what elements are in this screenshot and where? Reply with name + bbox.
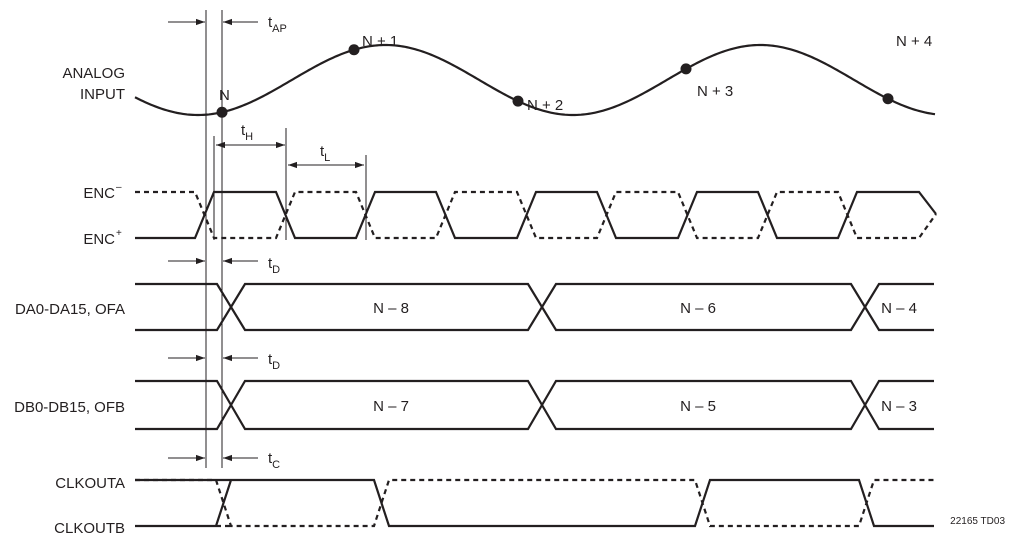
db-bus-label: DB0-DB15, OFB [14,399,125,416]
analog-input-label-line1: ANALOG [62,65,125,82]
sample-label-n-plus-1: N + 1 [362,33,398,50]
t-c-label: tC [268,450,280,471]
sample-label-n-plus-3: N + 3 [697,83,733,100]
t-d-b-label: tD [268,351,280,372]
enc-plus-waveform [135,190,937,240]
sample-label-n-plus-2: N + 2 [527,97,563,114]
clkoutb-label: CLKOUTB [54,520,125,537]
db-word-1: N – 7 [373,398,409,415]
t-d-a-label: tD [268,255,280,276]
clkouta-label: CLKOUTA [55,475,125,492]
sample-point-n-plus-1 [348,44,360,56]
enc-minus-superscript: – [116,182,122,193]
t-ap-label: tAP [268,14,287,35]
enc-minus-waveform [135,190,937,240]
sample-label-n: N [219,87,230,104]
sample-point-n-plus-3 [680,63,692,75]
clkouta-waveform [135,478,934,528]
t-l-label: tL [320,143,330,164]
da-word-1: N – 8 [373,300,409,317]
db-word-2: N – 5 [680,398,716,415]
da-bus-word-boundaries [135,282,934,332]
t-h-label: tH [241,122,253,143]
db-word-3: N – 3 [881,398,917,415]
enc-minus-label: ENC [83,185,115,202]
da-word-3: N – 4 [881,300,917,317]
enc-plus-superscript: + [116,228,122,239]
db-bus-word-boundaries [135,379,934,431]
sample-point-n-plus-4 [882,93,894,105]
enc-plus-label: ENC [83,231,115,248]
da-bus-label: DA0-DA15, OFA [15,301,125,318]
clkoutb-dashed-waveform [214,478,934,528]
analog-input-label-line2: INPUT [80,86,125,103]
figure-id: 22165 TD03 [950,516,1005,527]
sample-label-n-plus-4: N + 4 [896,33,932,50]
sample-point-n-plus-2 [512,95,524,107]
da-word-2: N – 6 [680,300,716,317]
analog-input-waveform [134,43,936,117]
